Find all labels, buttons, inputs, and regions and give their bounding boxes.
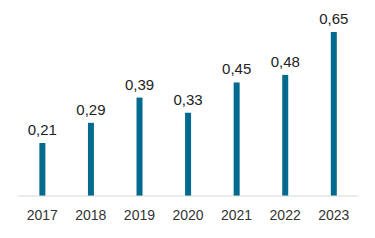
svg-text:2019: 2019	[124, 207, 155, 223]
svg-text:0,39: 0,39	[125, 76, 154, 93]
svg-text:0,65: 0,65	[319, 10, 348, 27]
svg-text:0,29: 0,29	[76, 101, 105, 118]
svg-text:2022: 2022	[270, 207, 301, 223]
svg-text:0,45: 0,45	[222, 60, 251, 77]
svg-text:2023: 2023	[318, 207, 349, 223]
svg-text:2018: 2018	[75, 207, 106, 223]
svg-text:0,33: 0,33	[173, 91, 202, 108]
svg-text:2020: 2020	[172, 207, 203, 223]
svg-text:0,21: 0,21	[28, 121, 57, 138]
svg-text:2017: 2017	[27, 207, 58, 223]
svg-text:0,48: 0,48	[271, 53, 300, 70]
svg-text:2021: 2021	[221, 207, 252, 223]
